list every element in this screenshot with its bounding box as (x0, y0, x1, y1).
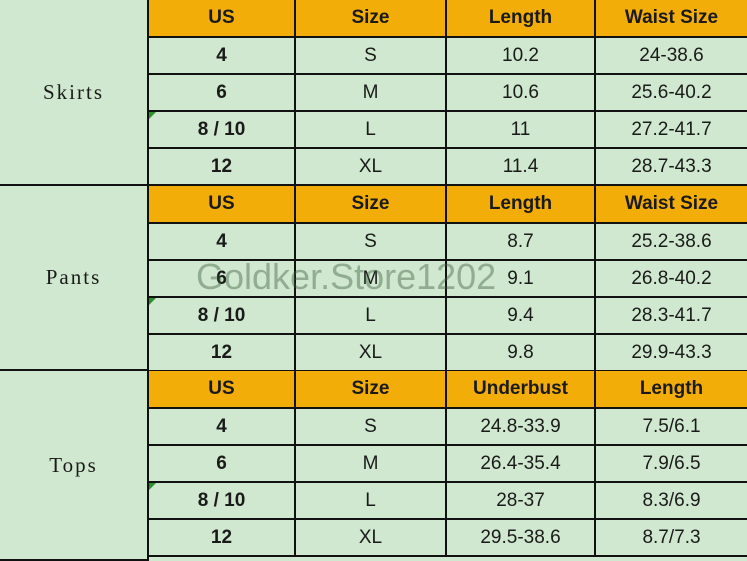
table-cell: 9.4 (447, 298, 596, 335)
table-row: 12 XL 11.4 28.7-43.3 (149, 149, 747, 186)
table-cell: S (296, 409, 447, 446)
table-cell: 25.6-40.2 (596, 75, 747, 112)
table-cell: 8 / 10 (149, 483, 296, 520)
table-row: 6 M 26.4-35.4 7.9/6.5 (149, 446, 747, 483)
column-header: Length (447, 0, 596, 38)
table-cell: M (296, 75, 447, 112)
table-cell: 9.8 (447, 335, 596, 372)
table-cell: 25.2-38.6 (596, 224, 747, 261)
table-cell: 12 (149, 335, 296, 372)
table-cell: 8 / 10 (149, 298, 296, 335)
size-section-pants: Pants US Size Length Waist Size 4 S 8.7 25.2-38.… (0, 186, 747, 372)
table-cell: 10.2 (447, 38, 596, 75)
table-cell: 8.7 (447, 224, 596, 261)
table-cell: 11.4 (447, 149, 596, 186)
table-cell: L (296, 112, 447, 149)
section-table: US Size Length Waist Size 4 S 8.7 25.2-38.6 6 M 9.… (149, 186, 747, 372)
table-row: 4 S 8.7 25.2-38.6 (149, 224, 747, 261)
table-cell: S (296, 224, 447, 261)
table-cell: S (296, 38, 447, 75)
table-cell: 9.1 (447, 261, 596, 298)
column-header: US (149, 0, 296, 38)
table-cell: 28-37 (447, 483, 596, 520)
table-cell: 7.5/6.1 (596, 409, 747, 446)
table-cell: 24-38.6 (596, 38, 747, 75)
column-header: Size (296, 186, 447, 224)
table-cell: 6 (149, 446, 296, 483)
table-cell: 11 (447, 112, 596, 149)
table-cell: 29.9-43.3 (596, 335, 747, 372)
table-cell: 28.3-41.7 (596, 298, 747, 335)
section-label: Pants (0, 186, 149, 371)
section-label: Skirts (0, 0, 149, 186)
table-cell: 12 (149, 149, 296, 186)
column-header: US (149, 186, 296, 224)
table-cell: M (296, 261, 447, 298)
table-cell: 8.7/7.3 (596, 520, 747, 557)
table-row: 6 M 9.1 26.8-40.2 (149, 261, 747, 298)
table-cell: 8.3/6.9 (596, 483, 747, 520)
table-row: 4 S 24.8-33.9 7.5/6.1 (149, 409, 747, 446)
table-cell: 27.2-41.7 (596, 112, 747, 149)
table-header-row: US Size Length Waist Size (149, 0, 747, 38)
table-cell: M (296, 446, 447, 483)
table-row: 12 XL 29.5-38.6 8.7/7.3 (149, 520, 747, 557)
table-row: 8 / 10 L 9.4 28.3-41.7 (149, 298, 747, 335)
table-cell: XL (296, 520, 447, 557)
table-cell: 12 (149, 520, 296, 557)
table-cell: XL (296, 335, 447, 372)
column-header: Waist Size (596, 186, 747, 224)
table-cell: 8 / 10 (149, 112, 296, 149)
table-cell: 4 (149, 38, 296, 75)
size-section-skirts: Skirts US Size Length Waist Size 4 S 10.2 24-38.… (0, 0, 747, 186)
comment-indicator-icon (149, 298, 156, 305)
column-header: Size (296, 371, 447, 409)
table-cell: 4 (149, 409, 296, 446)
table-row: 4 S 10.2 24-38.6 (149, 38, 747, 75)
table-cell: 24.8-33.9 (447, 409, 596, 446)
column-header: Length (447, 186, 596, 224)
table-cell: L (296, 483, 447, 520)
table-row: 8 / 10 L 11 27.2-41.7 (149, 112, 747, 149)
table-header-row: US Size Underbust Length (149, 371, 747, 409)
column-header: Underbust (447, 371, 596, 409)
section-table: US Size Underbust Length 4 S 24.8-33.9 7.5/6.1 6… (149, 371, 747, 561)
section-table: US Size Length Waist Size 4 S 10.2 24-38.6 6 M 10.… (149, 0, 747, 186)
table-cell: 6 (149, 261, 296, 298)
table-cell: 26.4-35.4 (447, 446, 596, 483)
table-cell: 4 (149, 224, 296, 261)
table-row: 6 M 10.6 25.6-40.2 (149, 75, 747, 112)
column-header: US (149, 371, 296, 409)
table-cell: L (296, 298, 447, 335)
table-row: 8 / 10 L 28-37 8.3/6.9 (149, 483, 747, 520)
table-cell: 10.6 (447, 75, 596, 112)
table-cell: 26.8-40.2 (596, 261, 747, 298)
table-cell: 6 (149, 75, 296, 112)
table-cell: 7.9/6.5 (596, 446, 747, 483)
section-label: Tops (0, 371, 149, 561)
column-header: Waist Size (596, 0, 747, 38)
comment-indicator-icon (149, 483, 156, 490)
comment-indicator-icon (149, 112, 156, 119)
column-header: Size (296, 0, 447, 38)
table-cell: XL (296, 149, 447, 186)
size-section-tops: Tops US Size Underbust Length 4 S 24.8-33.9 7.5/… (0, 371, 747, 561)
column-header: Length (596, 371, 747, 409)
table-cell: 29.5-38.6 (447, 520, 596, 557)
table-cell: 28.7-43.3 (596, 149, 747, 186)
table-row: 12 XL 9.8 29.9-43.3 (149, 335, 747, 372)
table-header-row: US Size Length Waist Size (149, 186, 747, 224)
